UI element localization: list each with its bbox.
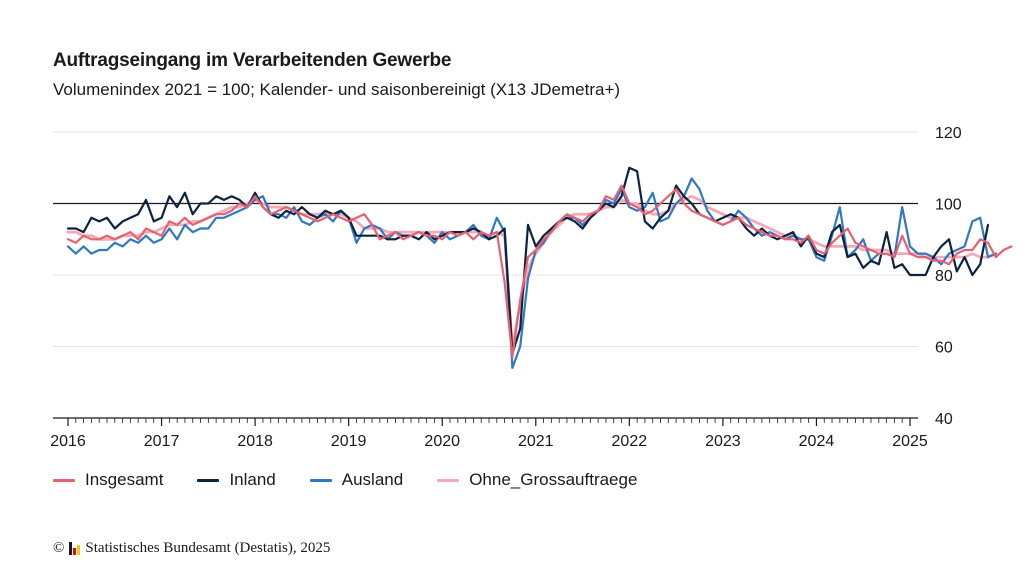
legend-label: Insgesamt <box>85 470 164 489</box>
x-axis: 2016 2017 2018 2019 2020 2021 2022 2023 2024 2025 <box>50 417 928 450</box>
legend-label: Ohne_Grossauftraege <box>469 470 638 489</box>
grid-lines <box>53 131 918 419</box>
chart-title: Auftragseingang im Verarbeitenden Gewerb… <box>53 50 452 71</box>
legend-swatch <box>437 478 460 482</box>
x-tick-label: 2023 <box>705 433 741 450</box>
x-tick-label: 2017 <box>144 433 180 450</box>
series-line-ausland <box>66 177 997 369</box>
x-tick-label: 2021 <box>518 433 554 450</box>
legend-label: Ausland <box>341 470 404 489</box>
x-tick-label: 2020 <box>424 433 460 450</box>
legend: Insgesamt Inland Ausland Ohne_Grossauftraeg… <box>53 470 637 490</box>
legend-swatch <box>53 478 75 482</box>
destatis-logo-icon <box>69 542 81 555</box>
x-tick-label: 2018 <box>237 433 273 450</box>
chart-subtitle: Volumenindex 2021 = 100; Kalender- und s… <box>53 80 621 99</box>
y-tick-label: 100 <box>935 197 962 214</box>
legend-item-inland: Inland <box>197 470 276 490</box>
source-text: Statistisches Bundesamt (Destatis), 2025 <box>85 540 331 556</box>
x-tick-label: 2024 <box>799 433 835 450</box>
x-tick-label: 2022 <box>612 433 648 450</box>
source-note: © Statistisches Bundesamt (Destatis), 20… <box>53 540 330 557</box>
y-tick-label: 80 <box>935 268 953 285</box>
legend-swatch <box>309 478 332 482</box>
legend-label: Inland <box>229 470 276 489</box>
legend-item-ausland: Ausland <box>309 470 404 490</box>
series-line-insgesamt <box>66 184 1013 359</box>
series-lines <box>66 166 1013 369</box>
legend-item-insgesamt: Insgesamt <box>53 470 163 490</box>
y-axis: 40 60 80 100 120 <box>935 125 962 428</box>
x-tick-label: 2025 <box>892 433 928 450</box>
copyright-symbol: © <box>53 540 65 556</box>
series-line-inland <box>66 166 990 355</box>
x-tick-label: 2019 <box>331 433 367 450</box>
x-tick-label: 2016 <box>50 433 86 450</box>
y-tick-label: 120 <box>935 125 962 142</box>
legend-item-ohne-grossauftraege: Ohne_Grossauftraege <box>437 470 637 490</box>
y-tick-label: 60 <box>935 340 953 357</box>
legend-swatch <box>197 478 220 482</box>
line-chart: 2016 2017 2018 2019 2020 2021 2022 2023 2024 2025… <box>50 125 1013 450</box>
y-tick-label: 40 <box>935 411 953 428</box>
